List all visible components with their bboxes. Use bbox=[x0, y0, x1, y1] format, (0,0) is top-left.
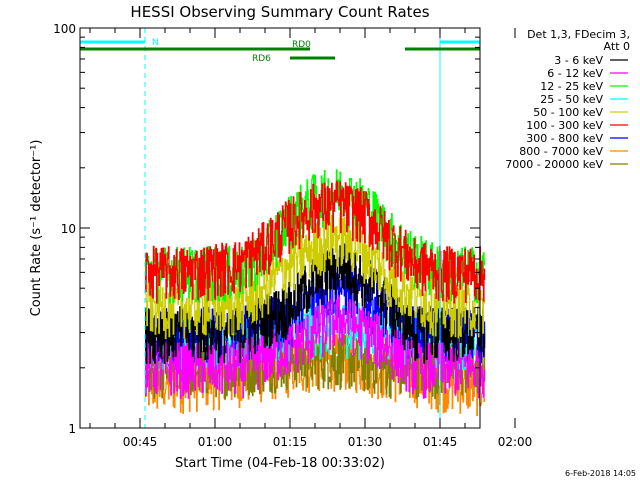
legend-label-50-100keV: 50 - 100 keV bbox=[533, 106, 603, 119]
x-tick-label-0115: 01:15 bbox=[273, 435, 308, 449]
axes: 1 10 100 00:45 01:00 01:15 01:30 01:45 02:00 bbox=[53, 22, 532, 449]
flag-label-RD0: RD0 bbox=[292, 40, 311, 50]
legend-label-6-12keV: 6 - 12 keV bbox=[547, 67, 603, 80]
x-tick-label-0045: 00:45 bbox=[123, 435, 158, 449]
y-tick-label-1: 1 bbox=[68, 422, 76, 436]
legend-label-300-800keV: 300 - 800 keV bbox=[526, 132, 603, 145]
flag-label-N: N bbox=[152, 38, 159, 48]
y-tick-label-100: 100 bbox=[53, 22, 76, 36]
series-line-3-6keV bbox=[145, 243, 486, 364]
legend-label-25-50keV: 25 - 50 keV bbox=[540, 93, 603, 106]
series-6-12keV bbox=[145, 295, 486, 399]
flag-label-RD6: RD6 bbox=[252, 54, 271, 64]
series-50-100keV bbox=[145, 212, 486, 339]
legend-label-7000-20000keV: 7000 - 20000 keV bbox=[505, 158, 603, 171]
legend-label-800-7000keV: 800 - 7000 keV bbox=[519, 145, 603, 158]
series-100-300keV bbox=[145, 180, 486, 304]
legend-item-800-7000keV: 800 - 7000 keV bbox=[519, 145, 628, 158]
footer-timestamp: 6-Feb-2018 14:05 bbox=[565, 469, 636, 478]
x-tick-label-0130: 01:30 bbox=[348, 435, 383, 449]
legend-item-25-50keV: 25 - 50 keV bbox=[540, 93, 628, 106]
flag-N: N bbox=[80, 38, 480, 48]
legend-item-50-100keV: 50 - 100 keV bbox=[533, 106, 628, 119]
legend-item-7000-20000keV: 7000 - 20000 keV bbox=[505, 158, 628, 171]
legend-header-line-2: Att 0 bbox=[604, 40, 630, 53]
x-tick-label-0200: 02:00 bbox=[498, 435, 533, 449]
y-axis-label: Count Rate (s⁻¹ detector⁻¹) bbox=[29, 140, 44, 317]
legend-label-12-25keV: 12 - 25 keV bbox=[540, 80, 603, 93]
legend-item-100-300keV: 100 - 300 keV bbox=[526, 119, 628, 132]
x-axis-label: Start Time (04-Feb-18 00:33:02) bbox=[175, 456, 385, 471]
chart-title: HESSI Observing Summary Count Rates bbox=[130, 3, 429, 21]
plot-area bbox=[145, 169, 486, 417]
flag-bars: N RD0 RD6 bbox=[80, 38, 480, 64]
legend-item-3-6keV: 3 - 6 keV bbox=[554, 54, 628, 67]
legend-item-6-12keV: 6 - 12 keV bbox=[547, 67, 628, 80]
x-tick-label-0100: 01:00 bbox=[198, 435, 233, 449]
legend-label-3-6keV: 3 - 6 keV bbox=[554, 54, 603, 67]
series-line-50-100keV bbox=[145, 212, 486, 339]
legend-item-300-800keV: 300 - 800 keV bbox=[526, 132, 628, 145]
flag-RD6: RD6 bbox=[252, 54, 335, 64]
series-3-6keV bbox=[145, 243, 486, 364]
series-line-6-12keV bbox=[145, 295, 486, 399]
legend-label-100-300keV: 100 - 300 keV bbox=[526, 119, 603, 132]
y-tick-label-10: 10 bbox=[61, 222, 76, 236]
legend-header-line-1: Det 1,3, FDecim 3, bbox=[527, 28, 630, 41]
flag-RD0: RD0 bbox=[80, 40, 480, 51]
legend-item-12-25keV: 12 - 25 keV bbox=[540, 80, 628, 93]
series-line-100-300keV bbox=[145, 180, 486, 304]
x-tick-label-0145: 01:45 bbox=[423, 435, 458, 449]
